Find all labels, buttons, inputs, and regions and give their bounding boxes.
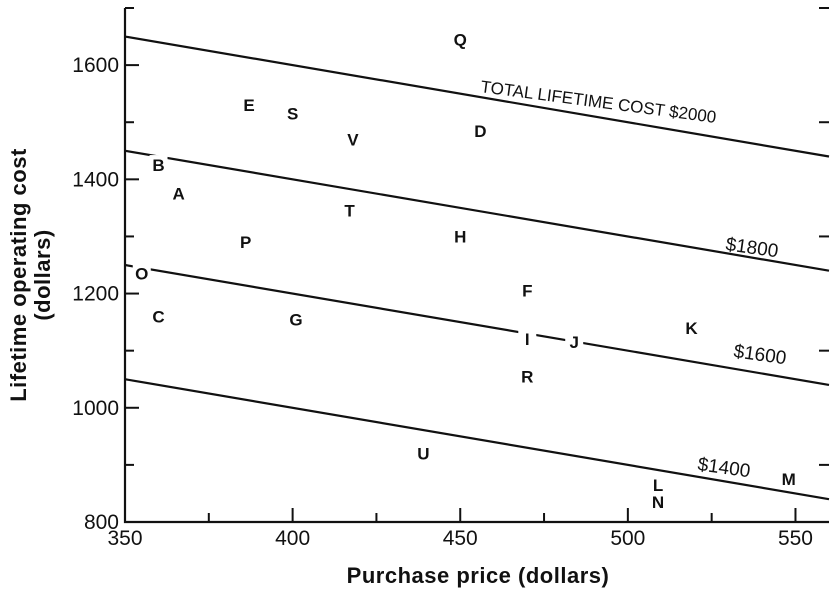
total-cost-line-2000 [124, 35, 830, 158]
point-bg-C [149, 306, 168, 326]
point-bg-F [518, 280, 537, 300]
point-bg-U [414, 443, 433, 463]
y-tick-label: 1000 [72, 397, 119, 420]
point-bg-N [649, 492, 668, 512]
point-bg-P [236, 232, 255, 252]
point-Q: Q [454, 30, 467, 49]
y-tick-label: 1200 [72, 283, 119, 306]
total-cost-label-1800: $1800 [724, 234, 779, 262]
point-G: G [289, 310, 302, 329]
y-axis-title-line2: (dollars) [30, 229, 55, 320]
total-cost-label-1600: $1600 [732, 341, 787, 369]
point-bg-E [240, 95, 259, 115]
point-D: D [474, 122, 486, 141]
point-J: J [569, 333, 578, 352]
x-tick-label: 550 [778, 527, 813, 550]
point-T: T [344, 202, 355, 221]
axis-frame [123, 8, 829, 524]
point-bg-R [518, 366, 537, 386]
y-tick-label: 1600 [72, 54, 119, 77]
point-bg-B [149, 155, 168, 175]
y-tick-label: 1400 [72, 168, 119, 191]
x-tick-label: 400 [275, 527, 310, 550]
point-O: O [135, 265, 148, 284]
point-S: S [287, 105, 298, 124]
total-cost-line-1400 [124, 378, 830, 501]
point-E: E [243, 96, 254, 115]
x-tick-label: 350 [107, 527, 142, 550]
tick-labels: 800 1000 1200 1400 1600 350 400 450 500 550 [72, 54, 813, 550]
point-bg-I [518, 329, 537, 349]
point-L: L [653, 476, 663, 495]
point-bg-A [169, 183, 188, 203]
point-bg-V [343, 129, 362, 149]
x-tick-label: 450 [443, 527, 478, 550]
point-H: H [454, 227, 466, 246]
point-bg-L [649, 474, 668, 494]
point-C: C [152, 307, 164, 326]
point-bg-D [471, 120, 490, 140]
total-cost-lines: TOTAL LIFETIME COST $2000$1800$1600$1400 [124, 35, 830, 501]
data-points: Q E S V D BA T H P O F C G K I J R U M LN [132, 29, 798, 512]
axes [123, 7, 829, 524]
y-axis-title-line1: Lifetime operating cost [6, 148, 31, 402]
point-bg-M [779, 469, 798, 489]
y-tick-label: 800 [84, 511, 119, 534]
point-I: I [525, 330, 530, 349]
point-N: N [652, 493, 664, 512]
point-bg-Q [451, 29, 470, 49]
point-U: U [417, 444, 429, 463]
point-A: A [172, 185, 184, 204]
point-bg-K [682, 317, 701, 337]
point-B: B [152, 156, 164, 175]
point-bg-O [132, 263, 151, 283]
point-F: F [522, 282, 532, 301]
point-K: K [685, 319, 698, 338]
point-bg-J [565, 332, 584, 352]
point-M: M [782, 470, 796, 489]
point-bg-T [340, 200, 359, 220]
y-axis-title: Lifetime operating cost (dollars) [6, 148, 55, 402]
total-cost-line-1600 [124, 263, 830, 387]
point-R: R [521, 367, 533, 386]
x-tick-label: 500 [610, 527, 645, 550]
point-bg-G [286, 309, 305, 329]
total-cost-line-1800 [124, 149, 830, 272]
x-axis-title: Purchase price (dollars) [347, 563, 610, 588]
point-bg-H [451, 226, 470, 246]
point-V: V [347, 130, 359, 149]
point-bg-S [283, 103, 302, 123]
point-P: P [240, 233, 251, 252]
